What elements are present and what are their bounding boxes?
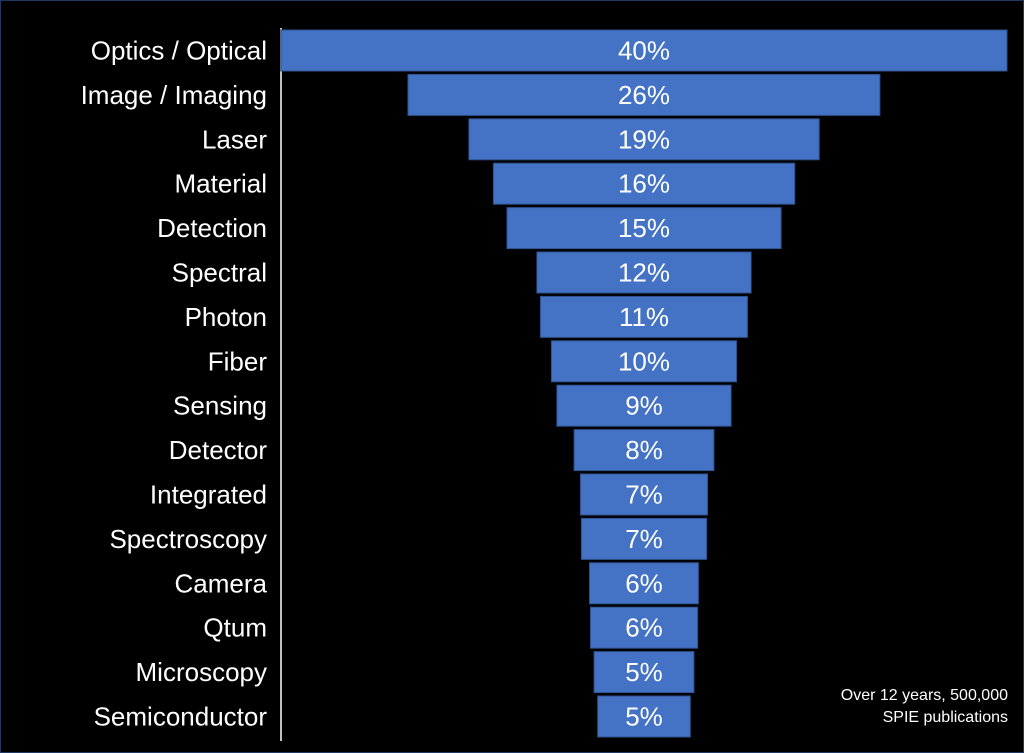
category-label-qtum: Qtum [203, 613, 267, 643]
category-label-semiconductor: Semiconductor [94, 702, 268, 732]
bar-image-imaging [407, 73, 881, 116]
value-label-qtum: 6% [625, 613, 663, 643]
value-label-sensing: 9% [625, 391, 663, 421]
category-label-image-imaging: Image / Imaging [81, 80, 267, 110]
value-label-group: 40% 26% 19% 16% 15% 12% 11% 10% 9% 8% 7% 7% 6% 6% 5% 5% [618, 36, 670, 732]
category-label-detector: Detector [169, 435, 268, 465]
value-label-photon: 11% [619, 302, 669, 332]
value-label-laser: 19% [618, 124, 670, 154]
category-label-camera: Camera [175, 568, 268, 598]
value-label-optics-optical: 40% [618, 36, 670, 66]
bar-optics-optical [280, 29, 1008, 72]
bar-spectroscopy [580, 517, 708, 560]
value-label-camera: 6% [625, 568, 663, 598]
value-label-semiconductor: 5% [625, 702, 663, 732]
source-note-line-2: SPIE publications [882, 709, 1008, 726]
category-label-photon: Photon [185, 302, 267, 332]
bar-material [492, 162, 796, 205]
bar-spectral [536, 251, 752, 294]
bar-laser [468, 118, 820, 161]
category-label-microscopy: Microscopy [136, 657, 267, 687]
category-label-detection: Detection [157, 213, 267, 243]
value-label-fiber: 10% [618, 346, 670, 376]
value-label-spectroscopy: 7% [625, 524, 663, 554]
value-label-image-imaging: 26% [618, 80, 670, 110]
value-label-detector: 8% [625, 435, 663, 465]
bar-group [280, 29, 1008, 738]
source-note: Over 12 years, 500,000 SPIE publications [841, 685, 1008, 729]
category-label-sensing: Sensing [173, 391, 267, 421]
category-label-optics-optical: Optics / Optical [91, 36, 267, 66]
category-label-group: Optics / Optical Image / Imaging Laser Mate… [81, 36, 268, 732]
value-label-material: 16% [618, 169, 670, 199]
bar-integrated [580, 473, 708, 516]
category-label-material: Material [175, 169, 267, 199]
bar-semiconductor [597, 695, 691, 738]
bar-sensing [556, 384, 732, 427]
category-label-fiber: Fiber [208, 346, 268, 376]
bar-photon [540, 295, 748, 338]
category-label-integrated: Integrated [150, 480, 267, 510]
value-label-spectral: 12% [618, 258, 670, 288]
bar-fiber [550, 340, 738, 383]
value-label-integrated: 7% [625, 480, 663, 510]
bar-detection [506, 207, 782, 250]
category-label-laser: Laser [202, 124, 267, 154]
value-label-microscopy: 5% [625, 657, 663, 687]
bar-camera [589, 562, 699, 605]
bar-microscopy [593, 651, 695, 694]
category-label-spectroscopy: Spectroscopy [109, 524, 267, 554]
source-note-line-1: Over 12 years, 500,000 [840, 687, 1008, 704]
bar-detector [573, 429, 715, 472]
category-label-spectral: Spectral [172, 258, 267, 288]
value-label-detection: 15% [618, 213, 670, 243]
bar-qtum [590, 606, 699, 649]
